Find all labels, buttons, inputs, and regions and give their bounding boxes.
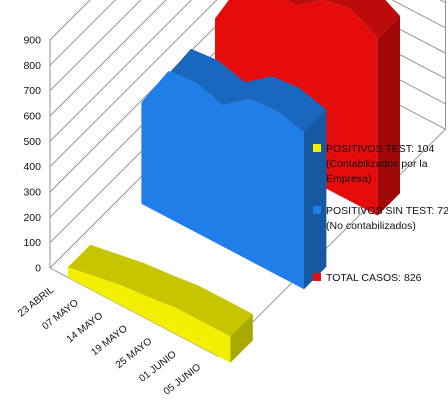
series-end-total_casos [377,15,400,216]
legend-item-positivos-sin-test: POSITIVOS SIN TEST: 722 (No contabilizado… [313,205,448,232]
legend-item-total-casos: TOTAL CASOS: 826 [313,272,422,284]
gridline-500 [49,0,446,142]
series-positivos-sin-test [141,48,327,290]
x-tick-label: 19 MAYO [89,323,130,358]
y-tick-label: 300 [23,187,41,199]
legend-label: TOTAL CASOS: 826 [326,272,422,284]
y-tick-label: 800 [23,60,41,72]
legend-swatch [313,144,321,152]
legend-label: POSITIVOS TEST: 104 [326,143,435,155]
series-layer [67,0,400,363]
legend-swatch [313,206,321,214]
legend-label: POSITIVOS SIN TEST: 722 [326,205,448,217]
series-front-positivos_test [67,267,231,363]
y-tick-label: 100 [23,237,41,249]
series-top-total_casos [215,0,400,39]
y-axis: 0 100 200 300 400 500 600 700 800 900 [23,35,41,275]
x-tick-label: 05 JUNIO [162,362,204,398]
legend: POSITIVOS TEST: 104 (Contabilizados por l… [313,143,448,284]
series-end-positivos_sin_test [304,109,327,290]
y-tick-label: 600 [23,111,41,123]
x-tick-label: 25 MAYO [114,336,155,371]
x-tick-label: 07 MAYO [40,297,81,332]
x-tick-label: 14 MAYO [65,310,106,345]
legend-label: Empresa) [326,173,372,185]
y-tick-label: 0 [35,263,41,275]
gridline-600 [49,0,167,117]
gridline-700 [49,0,142,92]
series-end-positivos_test [230,314,253,363]
series-front-positivos_sin_test [141,71,304,290]
y-tick-label: 700 [23,85,41,97]
x-tick-label: 23 ABRIL [16,284,56,319]
legend-label: (Contabilizados por la [326,158,428,170]
gridline-400 [49,0,446,168]
legend-item-positivos-test: POSITIVOS TEST: 104 (Contabilizados por l… [313,143,435,185]
series-positivos-test [67,244,253,363]
legend-label: (No contabilizados) [326,220,416,232]
y-tick-label: 200 [23,212,41,224]
y-tick-label: 500 [23,136,41,148]
series-top-positivos_sin_test [141,48,327,133]
legend-swatch [313,273,321,281]
series-top-positivos_test [67,244,253,337]
y-tick-label: 400 [23,161,41,173]
y-tick-label: 900 [23,35,41,47]
